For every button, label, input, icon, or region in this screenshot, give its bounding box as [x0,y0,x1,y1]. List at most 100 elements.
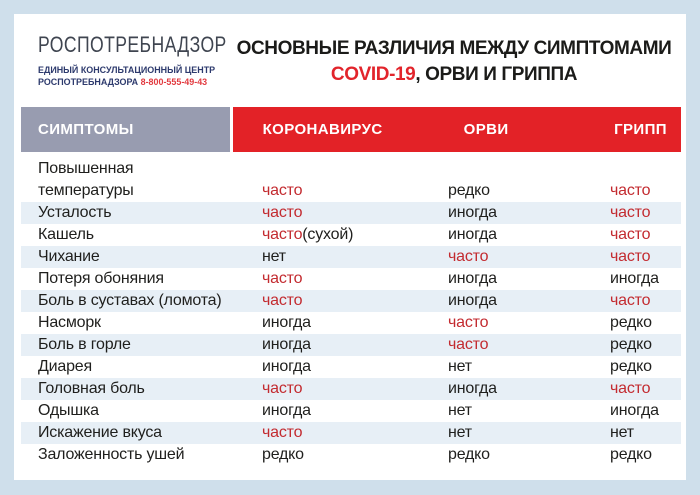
table-row: Боль в суставах (ломота) часто иногда ча… [21,290,681,312]
covid-value: иногда [262,400,448,422]
covid-value: часто [262,202,448,224]
flu-value: часто [610,246,681,268]
covid-frequency-text: часто [262,380,303,397]
flu-frequency-text: часто [610,380,651,397]
covid-frequency-text: иногда [262,314,311,331]
symptom-label: Заложенность ушей [38,446,185,463]
table-row: Искажение вкуса часто нет нет [21,422,681,444]
page-title-line2-rest: , ОРВИ И ГРИППА [415,64,578,85]
symptom-label: Диарея [38,358,92,375]
symptom-cell: Кашель [21,224,262,246]
column-header-orvi: ОРВИ [463,121,509,138]
covid-value: часто [262,268,448,290]
page-title-line2: COVID-19, ОРВИ И ГРИППА [230,62,678,88]
flu-frequency-text: редко [610,446,652,463]
flu-value: нет [610,422,681,444]
symptom-label: Чихание [38,248,100,265]
flu-frequency-text: редко [610,336,652,353]
covid19-label: COVID-19 [330,64,416,85]
covid-value: нет [262,246,448,268]
logo-title: РОСПОТРЕБНАДЗОР [38,32,227,57]
covid-frequency-text: часто [262,182,303,199]
covid-value: часто [262,422,448,444]
symptom-cell: Головная боль [21,378,262,400]
covid-frequency-text: часто [262,424,303,441]
symptom-cell: Усталость [21,202,262,224]
column-header-coronavirus: КОРОНАВИРУС [262,121,383,138]
column-headers-diseases: КОРОНАВИРУС ОРВИ ГРИПП [233,107,681,152]
covid-value: иногда [262,334,448,356]
column-header-symptoms: СИМПТОМЫ [21,107,230,152]
page-title: ОСНОВНЫЕ РАЗЛИЧИЯ МЕЖДУ СИМПТОМАМИ COVID… [230,32,686,88]
flu-frequency-text: часто [610,182,651,199]
orvi-value: иногда [448,224,610,246]
flu-frequency-text: иногда [610,402,659,419]
orvi-frequency-text: иногда [448,270,497,287]
symptom-label: Повышенная [38,160,134,177]
flu-frequency-text: часто [610,292,651,309]
flu-frequency-text: часто [610,226,651,243]
symptom-cell: Заложенность ушей [21,444,262,466]
orvi-frequency-text: редко [448,446,490,463]
covid-frequency-text: иногда [262,402,311,419]
orvi-value: нет [448,422,610,444]
covid-value: иногда [262,312,448,334]
table-row: Кашель часто(сухой) иногда часто [21,224,681,246]
covid-value: иногда [262,356,448,378]
logo-subtitle-line1: ЕДИНЫЙ КОНСУЛЬТАЦИОННЫЙ ЦЕНТР [38,65,216,76]
table-row: Насморк иногда часто редко [21,312,681,334]
orvi-frequency-text: часто [448,314,489,331]
orvi-frequency-text: редко [448,182,490,199]
covid-value: часто [262,290,448,312]
symptom-cell: Одышка [21,400,262,422]
poster-header: РОСПОТРЕБНАДЗОР ЕДИНЫЙ КОНСУЛЬТАЦИОННЫЙ … [14,14,686,88]
flu-value: иногда [610,268,681,290]
flu-value: часто [610,290,681,312]
orvi-value: часто [448,312,610,334]
covid-value: редко [262,444,448,466]
table-row: Чихание нет часто часто [21,246,681,268]
covid-value: часто [262,378,448,400]
covid-frequency-text: часто [262,292,303,309]
orvi-frequency-text: нет [448,402,472,419]
symptom-label: Одышка [38,402,99,419]
poster-card: РОСПОТРЕБНАДЗОР ЕДИНЫЙ КОНСУЛЬТАЦИОННЫЙ … [14,14,686,480]
table-row: Боль в горле иногда часто редко [21,334,681,356]
symptom-label: Насморк [38,314,101,331]
covid-value: часто [262,180,448,202]
flu-value: редко [610,444,681,466]
page-title-line1: ОСНОВНЫЕ РАЗЛИЧИЯ МЕЖДУ СИМПТОМАМИ [236,38,672,59]
orvi-frequency-text: иногда [448,204,497,221]
flu-frequency-text: часто [610,248,651,265]
symptom-cell: Диарея [21,356,262,378]
orvi-frequency-text: часто [448,248,489,265]
table-row: Головная боль часто иногда часто [21,378,681,400]
table-row: Потеря обоняния часто иногда иногда [21,268,681,290]
orvi-value: редко [448,180,610,202]
flu-value: часто [610,224,681,246]
symptom-label: Искажение вкуса [38,424,162,441]
table-row: Повышенная температуры часто редко часто [21,158,681,202]
symptom-label: Потеря обоняния [38,270,164,287]
flu-value: часто [610,180,681,202]
covid-frequency-text: иногда [262,358,311,375]
orvi-value: часто [448,334,610,356]
logo-subtitle: ЕДИНЫЙ КОНСУЛЬТАЦИОННЫЙ ЦЕНТР РОСПОТРЕБН… [38,65,218,88]
orvi-value: нет [448,400,610,422]
logo-subtitle-line2: РОСПОТРЕБНАДЗОРА 8-800-555-49-43 [38,77,218,89]
symptom-cell: Боль в суставах (ломота) [21,290,262,312]
covid-frequency-text: иногда [262,336,311,353]
orvi-frequency-text: иногда [448,292,497,309]
table-row: Усталость часто иногда часто [21,202,681,224]
orvi-value: иногда [448,290,610,312]
flu-value: иногда [610,400,681,422]
flu-value: часто [610,378,681,400]
symptom-label: Боль в горле [38,336,131,353]
orvi-frequency-text: часто [448,336,489,353]
orvi-value: часто [448,246,610,268]
logo-subtitle-line2-text: РОСПОТРЕБНАДЗОРА [38,76,139,88]
flu-frequency-text: редко [610,314,652,331]
covid-frequency-text: часто [262,204,303,221]
symptom-cell: Потеря обоняния [21,268,262,290]
